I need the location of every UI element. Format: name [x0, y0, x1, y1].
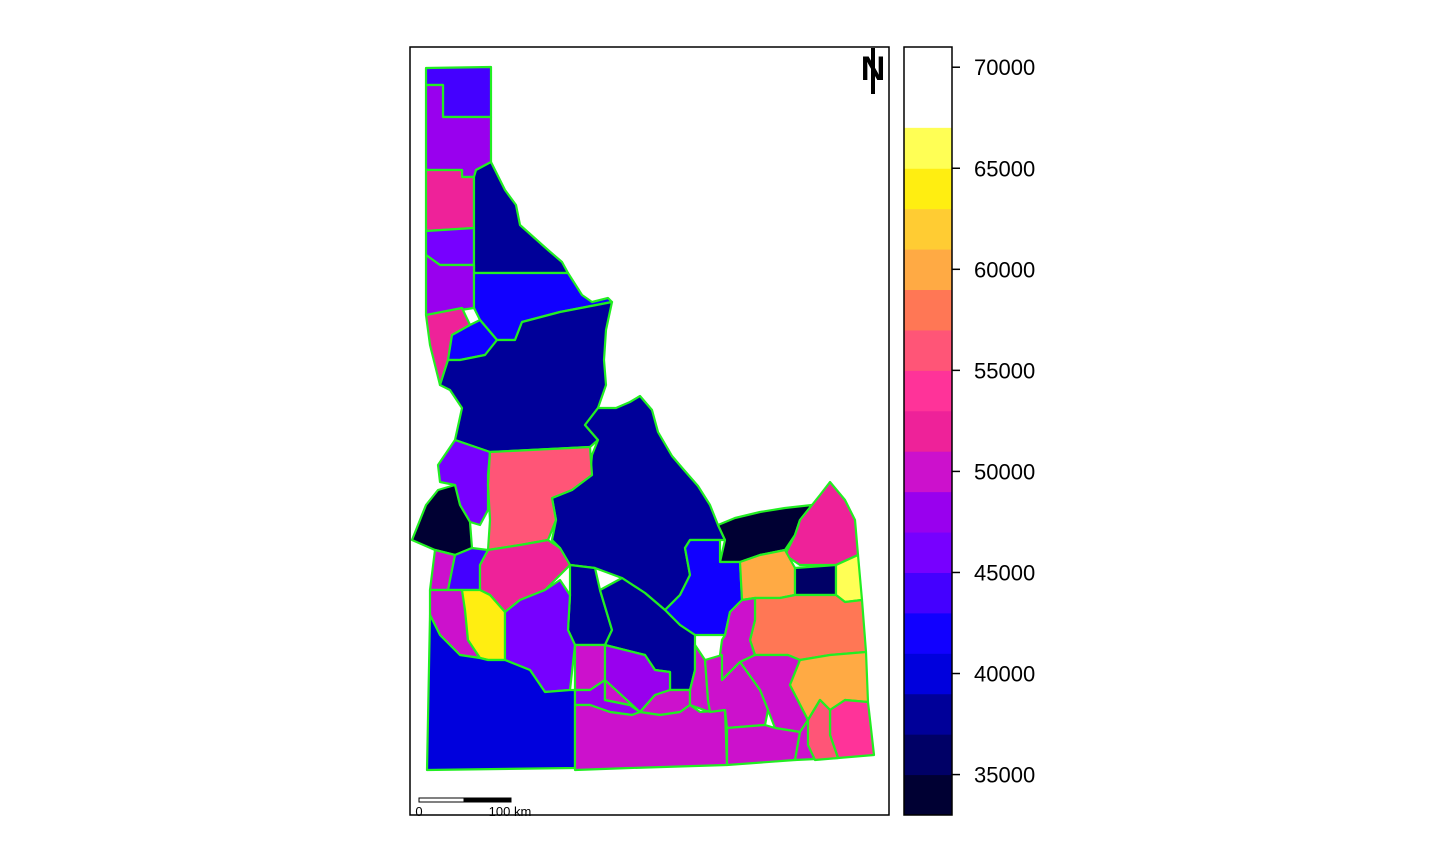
legend-tick-label: 35000	[974, 763, 1035, 788]
scale-start-label: 0	[415, 804, 422, 819]
county-twin-falls[interactable]	[573, 703, 729, 772]
north-arrow-icon: N	[861, 48, 885, 94]
scale-bar: 0 100 km	[415, 797, 532, 819]
legend-tick-label: 45000	[974, 560, 1035, 585]
color-legend: 35000 40000 45000 50000 55000 60000 65000 70000	[903, 46, 1035, 816]
legend-band	[904, 693, 952, 735]
legend-tick-label: 60000	[974, 257, 1035, 282]
legend-band	[904, 532, 952, 573]
legend-tick-label: 50000	[974, 459, 1035, 484]
county-teton[interactable]	[834, 553, 864, 604]
legend-tick-label: 40000	[974, 662, 1035, 687]
county-bear-lake[interactable]	[828, 698, 876, 760]
legend-band	[904, 734, 952, 776]
legend-band	[904, 208, 952, 250]
legend-band	[904, 370, 952, 412]
legend-band	[904, 249, 952, 291]
legend-frame	[903, 46, 953, 816]
legend-band	[904, 653, 952, 695]
legend-band	[904, 572, 952, 614]
legend-band	[904, 410, 952, 452]
county-layer	[410, 65, 876, 772]
county-bonneville[interactable]	[748, 593, 868, 662]
county-franklin[interactable]	[806, 698, 840, 762]
legend-band	[904, 289, 952, 331]
legend-bands	[904, 127, 952, 816]
legend-band	[904, 491, 952, 533]
county-valley[interactable]	[486, 445, 594, 552]
legend-band	[904, 329, 952, 371]
county-bingham[interactable]	[718, 596, 757, 682]
legend-tick-label: 55000	[974, 358, 1035, 383]
county-latah[interactable]	[424, 253, 476, 317]
legend-ticks: 35000 40000 45000 50000 55000 60000 65000 70000	[952, 55, 1035, 788]
county-power[interactable]	[725, 723, 802, 767]
legend-band	[904, 168, 952, 210]
county-madison[interactable]	[793, 563, 838, 597]
scale-end-label: 100 km	[489, 804, 532, 819]
legend-tick-label: 70000	[974, 55, 1035, 80]
county-cassia[interactable]	[703, 653, 770, 730]
legend-band	[904, 774, 952, 816]
legend-tick-label: 65000	[974, 156, 1035, 181]
legend-band	[904, 127, 952, 169]
county-washington[interactable]	[410, 483, 474, 557]
legend-band	[904, 612, 952, 654]
county-kootenai[interactable]	[424, 168, 476, 233]
legend-band	[904, 451, 952, 493]
